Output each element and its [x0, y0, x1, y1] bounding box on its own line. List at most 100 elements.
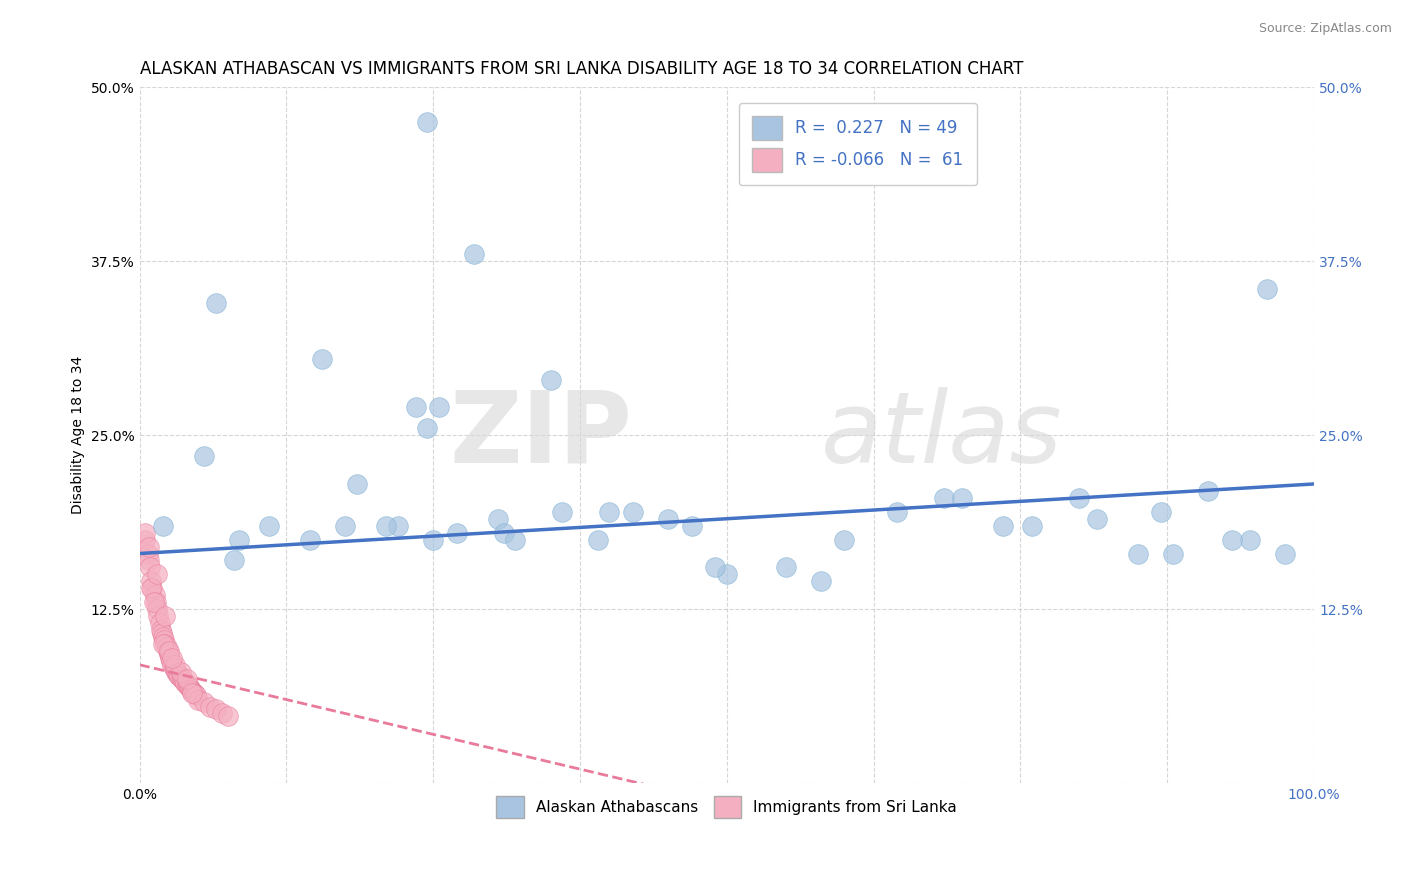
Point — [184, 687, 207, 701]
Point — [205, 296, 228, 310]
Point — [934, 491, 956, 505]
Point — [1126, 547, 1149, 561]
Point — [222, 553, 245, 567]
Point — [1256, 282, 1278, 296]
Point — [166, 666, 188, 681]
Point — [422, 533, 444, 547]
Point — [198, 699, 221, 714]
Point — [141, 574, 163, 589]
Point — [375, 518, 398, 533]
Point — [1239, 533, 1261, 547]
Point — [657, 512, 679, 526]
Point — [217, 709, 239, 723]
Point — [193, 449, 215, 463]
Point — [167, 667, 190, 681]
Point — [1161, 547, 1184, 561]
Point — [152, 630, 174, 644]
Point — [416, 115, 439, 129]
Point — [486, 512, 509, 526]
Legend: Alaskan Athabascans, Immigrants from Sri Lanka: Alaskan Athabascans, Immigrants from Sri… — [491, 790, 963, 824]
Point — [162, 657, 184, 672]
Point — [169, 670, 191, 684]
Point — [177, 680, 200, 694]
Point — [148, 616, 170, 631]
Point — [153, 632, 176, 647]
Point — [150, 625, 173, 640]
Point — [586, 533, 609, 547]
Point — [1220, 533, 1243, 547]
Point — [950, 491, 973, 505]
Point — [157, 647, 180, 661]
Point — [141, 582, 163, 596]
Point — [176, 672, 198, 686]
Point — [681, 518, 703, 533]
Point — [205, 702, 228, 716]
Point — [169, 665, 191, 679]
Text: atlas: atlas — [821, 387, 1063, 483]
Point — [159, 650, 181, 665]
Y-axis label: Disability Age 18 to 34: Disability Age 18 to 34 — [72, 356, 86, 515]
Point — [134, 525, 156, 540]
Point — [333, 518, 356, 533]
Point — [156, 644, 179, 658]
Point — [181, 685, 204, 699]
Point — [172, 673, 194, 687]
Point — [298, 533, 321, 547]
Point — [138, 540, 160, 554]
Point — [165, 665, 187, 679]
Point — [716, 567, 738, 582]
Point — [832, 533, 855, 547]
Point — [405, 401, 427, 415]
Point — [176, 677, 198, 691]
Point — [139, 560, 162, 574]
Point — [152, 637, 174, 651]
Point — [145, 595, 167, 609]
Point — [211, 706, 233, 721]
Point — [311, 351, 333, 366]
Point — [228, 533, 250, 547]
Point — [138, 553, 160, 567]
Point — [176, 679, 198, 693]
Point — [446, 525, 468, 540]
Point — [621, 505, 644, 519]
Point — [146, 567, 169, 582]
Point — [173, 674, 195, 689]
Point — [181, 684, 204, 698]
Point — [163, 657, 186, 672]
Point — [505, 533, 527, 547]
Point — [187, 692, 209, 706]
Point — [136, 547, 159, 561]
Point — [416, 421, 439, 435]
Point — [162, 660, 184, 674]
Point — [152, 518, 174, 533]
Point — [193, 695, 215, 709]
Point — [886, 505, 908, 519]
Point — [387, 518, 409, 533]
Point — [148, 609, 170, 624]
Point — [1069, 491, 1091, 505]
Point — [163, 662, 186, 676]
Point — [180, 682, 202, 697]
Text: Source: ZipAtlas.com: Source: ZipAtlas.com — [1258, 22, 1392, 36]
Point — [346, 477, 368, 491]
Text: ZIP: ZIP — [450, 387, 633, 483]
Point — [143, 588, 166, 602]
Point — [162, 650, 184, 665]
Point — [704, 560, 727, 574]
Point — [427, 401, 450, 415]
Point — [160, 654, 183, 668]
Point — [1150, 505, 1173, 519]
Point — [157, 644, 180, 658]
Point — [463, 247, 485, 261]
Point — [1197, 483, 1219, 498]
Point — [183, 685, 205, 699]
Point — [146, 602, 169, 616]
Point — [810, 574, 832, 589]
Point — [1085, 512, 1108, 526]
Point — [598, 505, 620, 519]
Point — [1021, 518, 1043, 533]
Point — [142, 595, 165, 609]
Point — [141, 582, 163, 596]
Point — [155, 640, 177, 654]
Point — [991, 518, 1014, 533]
